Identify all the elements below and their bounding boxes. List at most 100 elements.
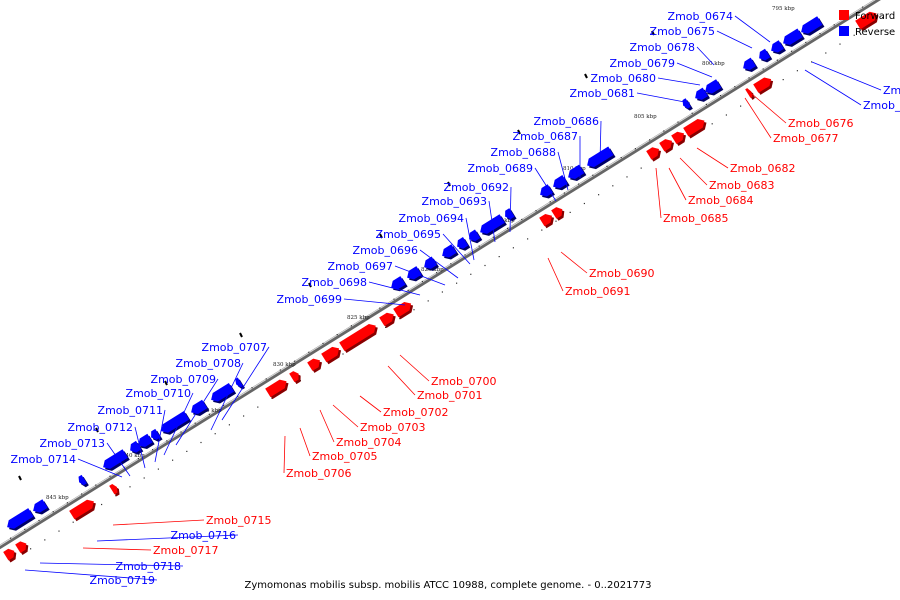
- gene-label-zmob_0693: Zmob_0693: [422, 195, 487, 208]
- tick-dot: [214, 433, 216, 435]
- gene-label-zmob_0697: Zmob_0697: [328, 260, 393, 273]
- leader-line: [716, 30, 753, 49]
- tick-dot: [507, 227, 509, 229]
- tick-dot: [441, 291, 443, 293]
- gene-label-zmob_0695: Zmob_0695: [376, 228, 441, 241]
- tick-dot: [791, 50, 793, 52]
- leader-line: [154, 409, 166, 463]
- gene-label-zmob_0690: Zmob_0690: [589, 267, 654, 280]
- forward-gene-arrow: [646, 147, 660, 160]
- reverse-gene-arrow: [407, 266, 422, 280]
- leader-line: [557, 151, 569, 191]
- tick-dot: [350, 325, 352, 327]
- leader-line: [744, 97, 772, 139]
- tick-dot: [322, 342, 324, 345]
- tick-dot: [265, 378, 267, 380]
- tick-dot: [413, 309, 415, 311]
- tick-dot: [385, 326, 387, 328]
- gene-label-zmob_0710: Zmob_0710: [126, 387, 191, 400]
- tick-dot: [10, 537, 12, 539]
- forward-gene-arrow: [393, 301, 412, 318]
- gene-label-zmob_0698: Zmob_0698: [302, 276, 367, 289]
- tick-dot: [663, 130, 665, 132]
- forward-gene-arrow: [109, 483, 118, 495]
- legend-reverse-label: Reverse: [855, 27, 895, 38]
- reverse-gene-arrow: [442, 244, 457, 258]
- reverse-gene-arrow: [705, 79, 722, 94]
- tick-dot: [152, 449, 154, 451]
- gene-label-zmob_0678: Zmob_0678: [630, 41, 695, 54]
- leader-line: [368, 281, 421, 296]
- leader-line: [668, 167, 687, 201]
- gene-label-zmob_0686: Zmob_0686: [534, 115, 599, 128]
- reverse-gene-arrow: [33, 499, 48, 513]
- tick-dot: [464, 254, 466, 256]
- gene-label-zmob_0694: Zmob_0694: [399, 212, 464, 225]
- tick-dot: [157, 468, 159, 470]
- tick-dot: [734, 86, 736, 88]
- leader-line: [679, 157, 708, 186]
- kbp-label: 805 kbp: [634, 114, 657, 120]
- tick-dot: [833, 24, 835, 26]
- reverse-gene-arrow: [771, 40, 784, 53]
- tick-dot: [58, 530, 60, 532]
- forward-gene-arrow: [671, 131, 685, 144]
- reverse-gene-arrow: [7, 508, 34, 529]
- tick-dot: [634, 148, 636, 150]
- tick-dot: [805, 41, 807, 44]
- forward-gene-arrow: [683, 119, 705, 137]
- tick-dot: [101, 503, 103, 506]
- gene-label-zmob_0707: Zmob_0707: [202, 341, 267, 354]
- tick-dot: [555, 220, 557, 222]
- tick-dot: [393, 298, 395, 300]
- leader-line: [39, 562, 184, 567]
- kbp-tick: [584, 73, 588, 79]
- tick-dot: [95, 484, 97, 486]
- reverse-gene-arrow: [235, 377, 244, 388]
- tick-dot: [578, 183, 580, 185]
- reverse-gene-arrow: [457, 237, 469, 249]
- tick-dot: [294, 360, 296, 362]
- tick-dot: [52, 511, 54, 513]
- genome-backbone: [0, 0, 881, 550]
- forward-gene-arrow: [3, 548, 15, 561]
- leader-line: [636, 92, 691, 104]
- tick-dot: [200, 441, 202, 444]
- tick-dot: [208, 413, 210, 415]
- tick-dot: [782, 79, 784, 81]
- gene-label-zmob_0712: Zmob_0712: [68, 421, 133, 434]
- tick-dot: [186, 450, 188, 452]
- tick-dot: [492, 236, 494, 238]
- reverse-gene-arrow: [78, 474, 87, 486]
- forward-gene-arrow: [289, 371, 299, 383]
- kbp-label: 795 kbp: [772, 6, 795, 12]
- leader-line: [442, 233, 471, 265]
- forward-gene-arrow: [339, 323, 376, 351]
- tick-dot: [535, 210, 537, 212]
- tick-dot: [563, 192, 565, 194]
- gene-label-zmob_0680: Zmob_0680: [591, 72, 656, 85]
- tick-dot: [399, 318, 401, 320]
- tick-dot: [825, 52, 827, 54]
- tick-dot: [243, 415, 245, 417]
- leader-line: [751, 93, 787, 124]
- tick-dot: [498, 256, 500, 258]
- gene-label-zmob_0676: Zmob_0676: [788, 117, 853, 130]
- gene-label-zmob_0708: Zmob_0708: [176, 357, 241, 370]
- tick-dot: [521, 218, 523, 221]
- gene-label-zmob_0683: Zmob_0683: [709, 179, 774, 192]
- reverse-gene-arrow: [553, 175, 568, 189]
- kbp-tick: [95, 427, 99, 433]
- tick-dot: [407, 289, 409, 291]
- gene-label-zmob_0685: Zmob_0685: [663, 212, 728, 225]
- tick-dot: [251, 387, 253, 389]
- gene-label-zmob_0711: Zmob_0711: [98, 404, 163, 417]
- tick-dot: [839, 43, 841, 45]
- forward-gene-arrow: [15, 541, 27, 553]
- gene-label-zmob_0679: Zmob_0679: [610, 57, 675, 70]
- gene-label-zmob_0682: Zmob_0682: [730, 162, 795, 175]
- leader-line: [283, 435, 286, 474]
- gene-label-zmob_0684: Zmob_0684: [688, 194, 753, 207]
- tick-dot: [336, 334, 338, 336]
